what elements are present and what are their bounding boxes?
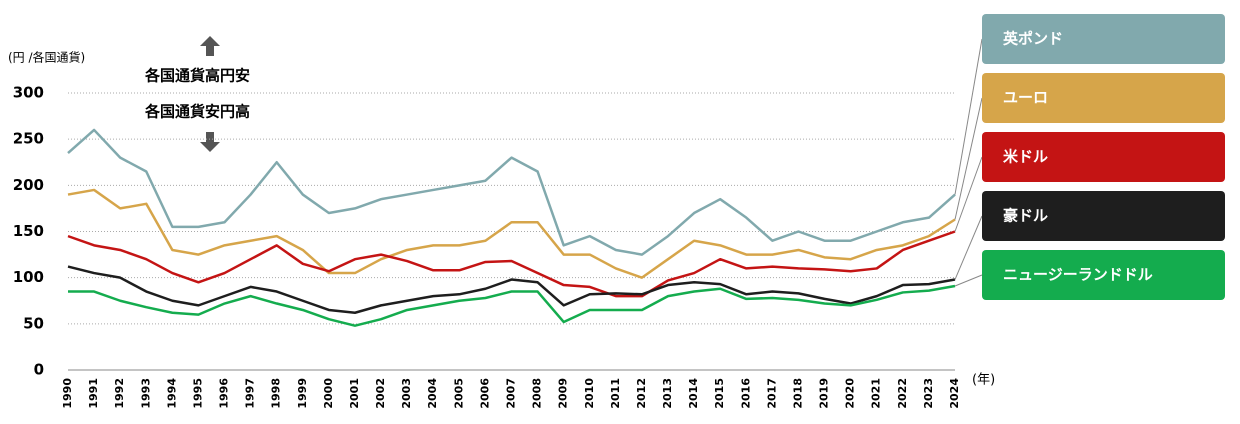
- series-line: [67, 188, 956, 279]
- y-tick-label: 200: [13, 176, 44, 194]
- y-tick-label: 0: [34, 361, 44, 379]
- legend-connector: [954, 38, 983, 195]
- legend-box: [982, 73, 1225, 123]
- x-tick-label: 1990: [61, 378, 74, 409]
- x-tick-label: 1997: [244, 378, 257, 409]
- x-tick-label: 1996: [218, 378, 231, 409]
- x-tick-label: 1998: [270, 378, 283, 409]
- legend-label: ユーロ: [1003, 89, 1048, 107]
- legend-label: 豪ドル: [1003, 207, 1048, 225]
- x-tick-label: 2017: [765, 378, 778, 409]
- x-tick-label: 2012: [635, 378, 648, 409]
- x-tick-label: 2004: [426, 378, 439, 409]
- x-tick-label: 2020: [844, 378, 857, 409]
- up-arrow: [200, 36, 220, 56]
- x-tick-label: 2011: [609, 378, 622, 409]
- x-tick-label: 2001: [348, 378, 361, 409]
- x-tick-label: 2024: [948, 378, 961, 409]
- down-arrow: [200, 132, 220, 152]
- x-tick-label: 2009: [557, 378, 570, 409]
- x-tick-label: 2015: [713, 378, 726, 409]
- y-tick-label: 100: [13, 268, 44, 286]
- x-tick-label: 2019: [818, 378, 831, 409]
- x-tick-label: 1991: [87, 378, 100, 409]
- legend-box: [982, 132, 1225, 182]
- x-tick-label: 2016: [739, 378, 752, 409]
- series-line: [67, 128, 956, 256]
- x-tick-label: 1999: [296, 378, 309, 409]
- x-tick-label: 1992: [113, 378, 126, 409]
- y-axis-label: (円 /各国通貨): [8, 50, 85, 65]
- legend-box: [982, 14, 1225, 64]
- x-tick-label: 2018: [791, 378, 804, 409]
- y-tick-label: 150: [13, 222, 44, 240]
- legend-label: 英ポンド: [1003, 30, 1063, 48]
- annotation: 各国通貨高円安: [144, 67, 250, 85]
- x-tick-label: 1995: [191, 378, 204, 409]
- series-line: [68, 284, 956, 327]
- x-tick-label: 2002: [374, 378, 387, 409]
- y-tick-label: 50: [23, 314, 44, 332]
- x-tick-label: 2000: [322, 378, 335, 409]
- y-tick-label: 300: [13, 84, 44, 102]
- x-tick-label: 2005: [452, 378, 465, 409]
- x-tick-label: 1993: [139, 378, 152, 409]
- x-tick-label: 1994: [165, 378, 178, 409]
- legend-connector: [954, 156, 983, 232]
- x-tick-label: 2014: [687, 378, 700, 409]
- x-axis-label: (年): [972, 373, 995, 388]
- x-tick-label: 2022: [896, 378, 909, 409]
- y-tick-label: 250: [13, 130, 44, 148]
- annotation: 各国通貨安円高: [144, 103, 250, 121]
- legend-label: 米ドル: [1003, 148, 1048, 166]
- legend-connector: [954, 215, 983, 280]
- legend-box: [982, 250, 1225, 300]
- x-tick-label: 2010: [583, 378, 596, 409]
- series-line: [67, 230, 956, 298]
- legend-box: [982, 191, 1225, 241]
- x-tick-label: 2008: [531, 378, 544, 409]
- x-tick-label: 2021: [870, 378, 883, 409]
- legend-connector: [954, 274, 983, 287]
- x-tick-label: 2003: [400, 378, 413, 409]
- x-tick-label: 2006: [478, 378, 491, 409]
- series-line: [67, 265, 956, 315]
- legend-connector: [954, 97, 983, 220]
- x-tick-label: 2013: [661, 378, 674, 409]
- legend-label: ニュージーランドドル: [1003, 266, 1153, 284]
- x-tick-label: 2007: [505, 378, 518, 409]
- x-tick-label: 2023: [922, 378, 935, 409]
